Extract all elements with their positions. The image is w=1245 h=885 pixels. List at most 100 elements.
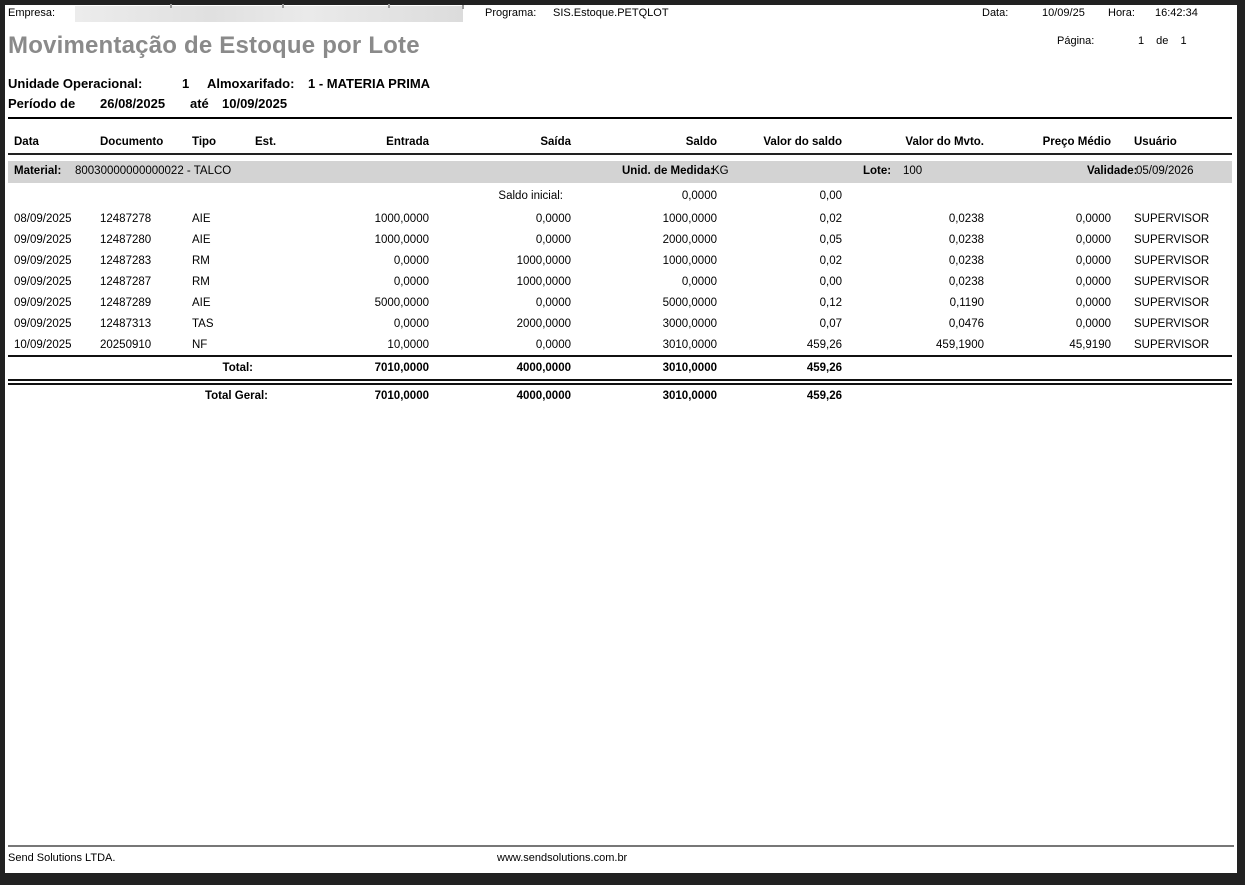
cell: 0,0000 (1075, 275, 1111, 288)
column-header: Saldo (572, 131, 718, 155)
lote-value: 100 (903, 165, 923, 177)
periodo-fim-value: 10/09/2025 (222, 96, 288, 111)
cell: 2000,0000 (516, 317, 571, 330)
cell: SUPERVISOR (1134, 317, 1210, 330)
cell: 08/09/2025 (14, 212, 72, 225)
unidade-operacional-value: 1 (182, 76, 190, 91)
cell: AIE (192, 296, 211, 309)
cell (247, 313, 323, 334)
saldo-inicial-valor: 0,00 (819, 189, 842, 202)
cell: 0,0000 (535, 233, 571, 246)
material-value: 80030000000000022 - TALCO (75, 165, 232, 177)
cell: SUPERVISOR (1112, 334, 1232, 357)
column-header: Valor do saldo (718, 131, 843, 155)
programa-value: SIS.Estoque.PETQLOT (553, 7, 669, 19)
cell: TAS (192, 317, 214, 330)
cell: 0,0000 (1075, 317, 1111, 330)
table-row: 09/09/2025 12487289 AIE 5000,0000 0,0000 5000… (8, 292, 1232, 313)
cell: 12487283 (100, 254, 152, 267)
footer-company: Send Solutions LTDA. (8, 852, 116, 864)
cell: NF (186, 334, 247, 357)
material-band-content: Material: 80030000000000022 - TALCO Unid… (8, 161, 1232, 183)
total-saida: 4000,0000 (516, 362, 571, 374)
lote-label: Lote: (863, 165, 892, 177)
cell: 0,07 (819, 317, 842, 330)
periodo-label: Período de (8, 96, 76, 111)
column-header: Est. (247, 131, 323, 155)
programa-label: Programa: (485, 7, 537, 19)
hora-label: Hora: (1108, 7, 1135, 19)
empresa-label: Empresa: (8, 7, 56, 19)
total-geral-entrada: 7010,0000 (374, 390, 429, 402)
total-saldo: 3010,0000 (662, 362, 717, 374)
cell: 0,0000 (535, 296, 571, 309)
page-title: Movimentação de Estoque por Lote (8, 32, 420, 59)
footer-website: www.sendsolutions.com.br (497, 852, 628, 864)
table-row: 09/09/2025 12487313 TAS 0,0000 2000,0000 3000… (8, 313, 1232, 334)
cell: AIE (192, 212, 211, 225)
material-label: Material: (14, 165, 62, 177)
data-label: Data: (982, 7, 1009, 19)
cell: 3010,0000 (572, 334, 718, 357)
validade-value: 05/09/2026 (1136, 165, 1194, 177)
column-header: Usuário (1112, 131, 1232, 155)
saldo-inicial-row: Saldo inicial: 0,0000 0,00 (8, 183, 1232, 208)
cell: 0,0000 (393, 317, 429, 330)
column-header: Preço Médio (985, 131, 1112, 155)
cell: 1000,0000 (662, 254, 717, 267)
cell: AIE (192, 233, 211, 246)
unidade-medida-value: KG (712, 165, 729, 177)
cell: SUPERVISOR (1134, 275, 1210, 288)
table-row: 09/09/2025 12487283 RM 0,0000 1000,0000 1000,… (8, 250, 1232, 271)
column-header: Valor do Mvto. (843, 131, 985, 155)
cell: 10/09/2025 (8, 334, 94, 357)
report-page: Empresa: Programa: SIS.Estoque.PETQLOT D… (5, 4, 1237, 873)
movements-table: Data Documento Tipo Est. Entrada Saída Saldo Va… (8, 131, 1232, 407)
cell: 09/09/2025 (14, 254, 72, 267)
cell: 5000,0000 (374, 296, 429, 309)
cell: 0,02 (819, 254, 842, 267)
total-divider (8, 379, 1232, 385)
total-valor-saldo: 459,26 (806, 362, 842, 374)
table-row: 09/09/2025 12487287 RM 0,0000 1000,0000 0,000… (8, 271, 1232, 292)
cell (247, 292, 323, 313)
table-body: 08/09/2025 12487278 AIE 1000,0000 0,0000 1000… (8, 208, 1232, 357)
cell: 09/09/2025 (14, 296, 72, 309)
almoxarifado-value: 1 - MATERIA PRIMA (308, 76, 431, 91)
cell (247, 229, 323, 250)
cell: 0,00 (819, 275, 842, 288)
pagina-label: Página: (1057, 35, 1095, 47)
cell: 1000,0000 (374, 212, 429, 225)
saldo-inicial-label: Saldo inicial: (498, 189, 563, 202)
cell: 459,1900 (843, 334, 985, 357)
cell: 12487289 (100, 296, 152, 309)
cell: 0,0000 (681, 275, 717, 288)
material-band: Material: 80030000000000022 - TALCO Unid… (8, 161, 1232, 183)
cell: SUPERVISOR (1134, 296, 1210, 309)
total-geral-valor-saldo: 459,26 (806, 390, 842, 402)
cell: 1000,0000 (662, 212, 717, 225)
cell: 2000,0000 (662, 233, 717, 246)
cell: 459,26 (718, 334, 843, 357)
total-geral-saldo: 3010,0000 (662, 390, 717, 402)
column-header: Data (8, 131, 94, 155)
pagina-value: 1 de 1 (1138, 35, 1187, 47)
cell: 0,0000 (430, 334, 572, 357)
total-label: Total: (222, 362, 253, 374)
cell: 0,0238 (948, 254, 984, 267)
table-row: 09/09/2025 12487280 AIE 1000,0000 0,0000 2000… (8, 229, 1232, 250)
total-entrada: 7010,0000 (374, 362, 429, 374)
cell: 12487313 (100, 317, 152, 330)
total-geral-label: Total Geral: (204, 390, 268, 402)
cell: 0,0238 (948, 233, 984, 246)
cell: 09/09/2025 (14, 317, 72, 330)
cell: 12487278 (100, 212, 152, 225)
cell: 12487287 (100, 275, 152, 288)
cell: 0,0476 (948, 317, 984, 330)
cell: 45,9190 (985, 334, 1112, 357)
cell: 0,0000 (1075, 296, 1111, 309)
almoxarifado-label: Almoxarifado: (207, 76, 295, 91)
cell: 09/09/2025 (14, 275, 72, 288)
ate-label: até (190, 96, 209, 111)
cell: RM (192, 275, 210, 288)
